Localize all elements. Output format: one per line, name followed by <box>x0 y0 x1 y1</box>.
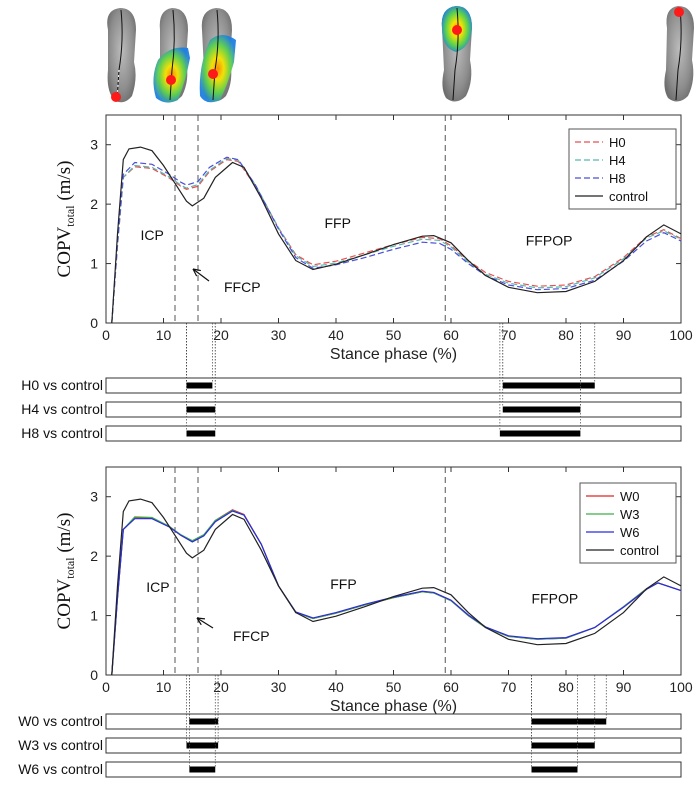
significance-bar <box>531 718 607 725</box>
x-axis-label: Stance phase (%) <box>330 698 457 715</box>
legend-entry: H8 <box>609 171 626 186</box>
legend-entry: control <box>609 189 648 204</box>
series-line-H0 <box>111 158 682 324</box>
x-tick-label: 50 <box>386 679 402 695</box>
comparison-bars-1: H0 vs control H4 vs control H8 vs control <box>21 323 682 442</box>
significance-bar <box>189 718 219 725</box>
comparison-label: H0 vs control <box>21 377 103 393</box>
y-tick-label: 1 <box>90 608 98 624</box>
significance-bar <box>531 742 595 749</box>
phase-label-ffcp: FFCP <box>224 279 261 295</box>
comparison-label: W0 vs control <box>18 713 103 729</box>
footprint-1 <box>107 8 136 103</box>
phase-label-icp: ICP <box>146 579 169 595</box>
legend-entry: H4 <box>609 153 626 168</box>
significance-bar <box>502 382 595 389</box>
significance-bar <box>502 406 581 413</box>
comparison-row-box <box>105 401 682 418</box>
phase-label-ffp: FFP <box>325 215 351 231</box>
legend-entry: control <box>620 543 659 558</box>
x-tick-label: 90 <box>616 327 632 343</box>
x-tick-label: 20 <box>213 327 229 343</box>
y-tick-label: 2 <box>90 548 98 564</box>
legend-entry: W6 <box>620 525 640 540</box>
phase-label-icp: ICP <box>141 227 164 243</box>
legend-entry: W3 <box>620 507 640 522</box>
x-tick-label: 60 <box>443 679 459 695</box>
x-tick-label: 50 <box>386 327 402 343</box>
x-tick-label: 30 <box>271 327 287 343</box>
legend: W0 W3 W6 control <box>579 482 677 564</box>
footprint-4 <box>441 6 472 102</box>
ffcp-arrow-head <box>192 268 201 277</box>
x-tick-label: 60 <box>443 327 459 343</box>
x-tick-label: 70 <box>501 327 517 343</box>
footprint-images <box>107 6 694 103</box>
chart-panel-2: 0 10 20 30 40 50 60 70 80 90 100 0 1 2 3 Stance phase (… <box>54 466 693 715</box>
footprint-5 <box>664 6 694 102</box>
comparison-label: H8 vs control <box>21 425 103 441</box>
phase-label-ffcp: FFCP <box>233 628 270 644</box>
x-tick-label: 40 <box>328 327 344 343</box>
x-axis-label: Stance phase (%) <box>330 346 457 363</box>
significance-bar <box>499 430 581 437</box>
ffcp-arrow <box>196 617 214 629</box>
footprint-3 <box>199 8 236 103</box>
x-tick-label: 100 <box>669 327 693 343</box>
legend-entry: W0 <box>620 489 640 504</box>
x-tick-label: 80 <box>558 327 574 343</box>
phase-label-ffp: FFP <box>330 576 356 592</box>
y-tick-label: 0 <box>90 667 98 683</box>
significance-bar <box>186 406 216 413</box>
ffcp-arrow-head <box>196 617 206 626</box>
x-tick-label: 100 <box>669 679 693 695</box>
significance-bar <box>186 742 219 749</box>
y-axis-label: COPVtotal (m/s) <box>54 513 77 630</box>
x-tick-label: 90 <box>616 679 632 695</box>
chart-panel-1: 0 10 20 30 40 50 60 70 80 90 100 0 1 2 3 Stance phase (… <box>54 114 693 363</box>
x-tick-label: 20 <box>213 679 229 695</box>
x-tick-label: 80 <box>558 679 574 695</box>
comparison-row-box <box>105 761 682 778</box>
x-tick-label: 40 <box>328 679 344 695</box>
comparison-row-box <box>105 377 682 394</box>
phase-label-ffpop: FFPOP <box>532 591 579 607</box>
significance-bar <box>186 430 216 437</box>
y-tick-label: 3 <box>90 489 98 505</box>
x-tick-label: 70 <box>501 679 517 695</box>
comparison-row-box <box>105 737 682 754</box>
x-tick-label: 0 <box>102 679 110 695</box>
comparison-row-box <box>105 425 682 442</box>
x-tick-label: 10 <box>156 679 172 695</box>
y-tick-label: 0 <box>90 315 98 331</box>
y-tick-label: 1 <box>90 256 98 272</box>
ffcp-arrow <box>192 268 210 282</box>
x-tick-label: 30 <box>271 679 287 695</box>
x-tick-label: 0 <box>102 327 110 343</box>
legend-entry: H0 <box>609 135 626 150</box>
comparison-label: H4 vs control <box>21 401 103 417</box>
y-tick-label: 2 <box>90 196 98 212</box>
comparison-label: W3 vs control <box>18 737 103 753</box>
comparison-row-box <box>105 713 682 730</box>
legend: H0 H4 H8 control <box>568 128 677 210</box>
footprint-2 <box>153 8 190 103</box>
comparison-label: W6 vs control <box>18 761 103 777</box>
comparison-bars-2: W0 vs control W3 vs control W6 vs control <box>18 675 682 778</box>
series-line-control <box>111 498 682 676</box>
series-line-control <box>111 146 682 324</box>
y-axis-label: COPVtotal (m/s) <box>54 161 77 278</box>
significance-bar <box>189 766 216 773</box>
phase-label-ffpop: FFPOP <box>526 233 573 249</box>
x-tick-label: 10 <box>156 327 172 343</box>
y-tick-label: 3 <box>90 137 98 153</box>
significance-bar <box>531 766 578 773</box>
significance-bar <box>186 382 213 389</box>
